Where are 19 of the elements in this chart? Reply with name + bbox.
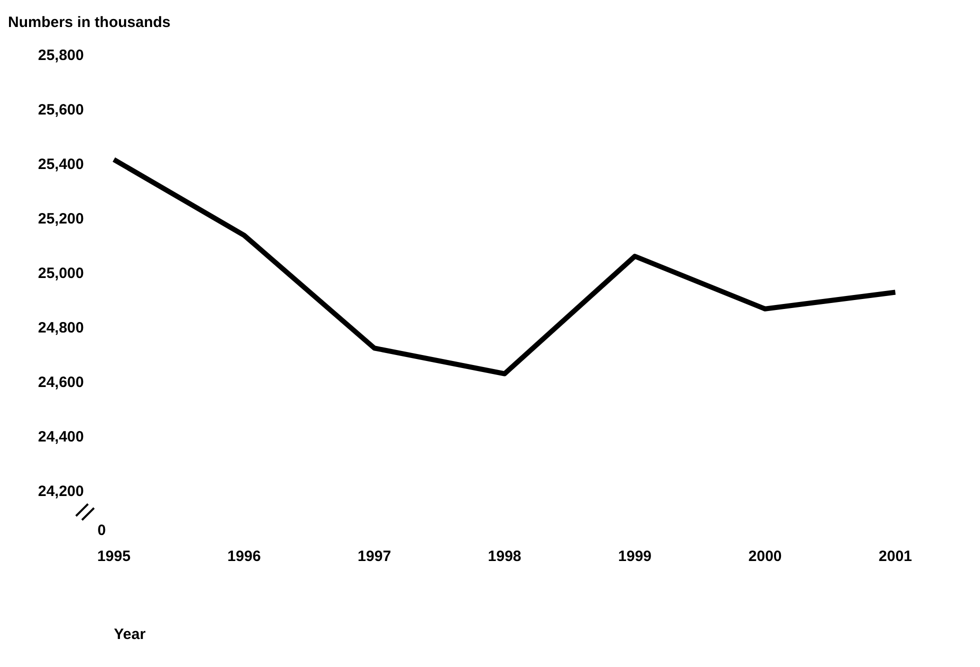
y-tick-label: 25,400: [38, 156, 84, 174]
x-axis-title: Year: [114, 626, 146, 644]
x-tick-label: 2001: [878, 548, 912, 566]
x-tick-label: 1998: [488, 548, 522, 566]
x-tick-label: 1996: [227, 548, 261, 566]
x-tick-label: 1997: [358, 548, 392, 566]
y-tick-label: 25,600: [38, 102, 84, 119]
x-tick-label: 2000: [748, 548, 782, 566]
chart-title: Numbers in thousands: [8, 14, 171, 32]
y-tick-label: 24,600: [38, 374, 84, 392]
y-tick-label: 24,400: [38, 428, 84, 446]
text: 0: [96, 522, 106, 539]
x-tick-label: 1999: [618, 548, 652, 566]
x-tick-label: 1995: [97, 548, 131, 566]
y-tick-label: 25,200: [38, 210, 84, 228]
y-tick-label: 25,000: [38, 265, 84, 282]
y-tick-label: 25,800: [38, 47, 84, 64]
y-tick-label: 24,200: [38, 483, 84, 500]
y-tick-label: 24,800: [38, 320, 84, 337]
